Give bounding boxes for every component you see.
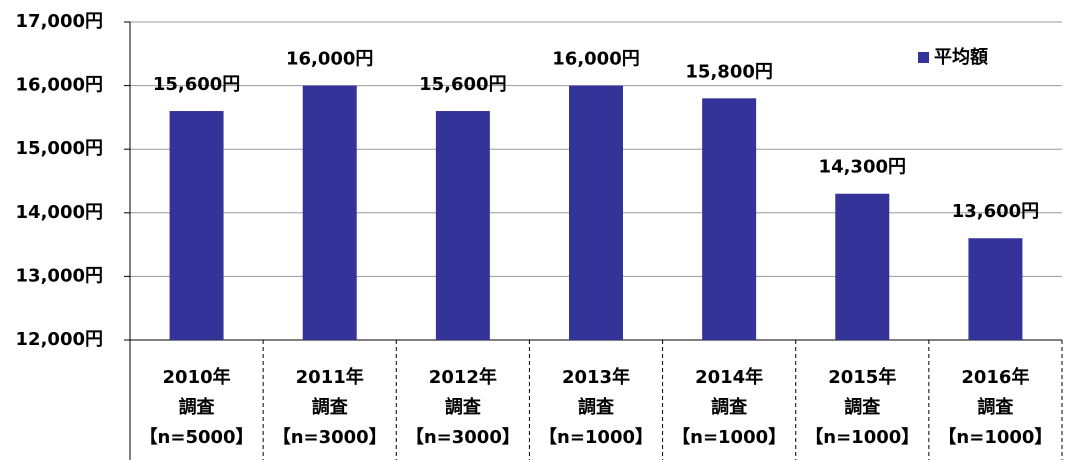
value-label: 13,600円 — [952, 201, 1039, 222]
x-tick-line: 2012年 — [429, 366, 497, 388]
bar — [702, 98, 757, 340]
legend-swatch — [918, 52, 929, 63]
y-tick-label: 17,000円 — [16, 11, 103, 32]
x-tick-line: 調査 — [312, 396, 348, 418]
x-tick-line: 【n=1000】 — [938, 427, 1052, 448]
value-label: 16,000円 — [552, 49, 639, 70]
x-tick-line: 【n=1000】 — [805, 427, 919, 448]
x-tick-line: 【n=1000】 — [539, 427, 653, 448]
x-tick-line: 調査 — [578, 396, 614, 418]
x-tick-label: 2012年調査【n=3000】 — [406, 366, 520, 448]
value-label: 16,000円 — [286, 49, 373, 70]
bar — [302, 85, 357, 340]
value-label: 14,300円 — [819, 157, 906, 178]
x-tick-line: 【n=5000】 — [140, 427, 254, 448]
x-tick-line: 2014年 — [695, 366, 763, 388]
x-tick-line: 2016年 — [961, 366, 1029, 388]
bar — [569, 85, 623, 340]
y-tick-label: 12,000円 — [16, 329, 103, 350]
x-tick-label: 2010年調査【n=5000】 — [140, 366, 254, 448]
bar — [968, 238, 1023, 340]
x-tick-line: 2015年 — [828, 366, 896, 388]
x-tick-line: 調査 — [844, 396, 880, 418]
y-tick-label: 15,000円 — [16, 138, 103, 159]
x-tick-line: 調査 — [179, 396, 215, 418]
x-tick-line: 調査 — [977, 396, 1013, 418]
x-tick-label: 2015年調査【n=1000】 — [805, 366, 919, 448]
x-tick-label: 2013年調査【n=1000】 — [539, 366, 653, 448]
x-tick-label: 2014年調査【n=1000】 — [672, 366, 786, 448]
x-tick-line: 【n=3000】 — [273, 427, 387, 448]
y-tick-label: 13,000円 — [16, 265, 103, 286]
legend-label: 平均額 — [934, 46, 988, 68]
x-tick-line: 2011年 — [296, 366, 364, 388]
bar — [835, 193, 890, 340]
x-tick-line: 【n=1000】 — [672, 427, 786, 448]
x-tick-line: 【n=3000】 — [406, 427, 520, 448]
value-label: 15,600円 — [153, 74, 240, 95]
y-tick-label: 14,000円 — [16, 202, 103, 223]
x-tick-line: 調査 — [711, 396, 747, 418]
x-tick-label: 2016年調査【n=1000】 — [938, 366, 1052, 448]
x-tick-line: 調査 — [445, 396, 481, 418]
value-label: 15,800円 — [685, 61, 772, 82]
x-tick-label: 2011年調査【n=3000】 — [273, 366, 387, 448]
value-label: 15,600円 — [419, 74, 506, 95]
y-tick-label: 16,000円 — [16, 75, 103, 96]
x-tick-line: 2013年 — [562, 366, 630, 388]
bar — [435, 111, 490, 340]
x-tick-line: 2010年 — [163, 366, 231, 388]
bar — [169, 111, 224, 340]
